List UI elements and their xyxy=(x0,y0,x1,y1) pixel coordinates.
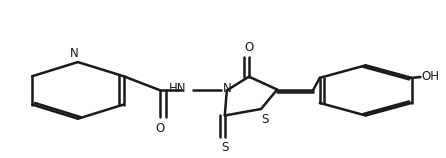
Text: OH: OH xyxy=(421,70,440,83)
Text: N: N xyxy=(223,82,231,95)
Text: O: O xyxy=(156,122,165,135)
Text: HN: HN xyxy=(169,82,186,95)
Text: N: N xyxy=(70,47,78,60)
Text: S: S xyxy=(261,113,269,126)
Text: S: S xyxy=(221,141,228,154)
Text: O: O xyxy=(244,41,254,54)
